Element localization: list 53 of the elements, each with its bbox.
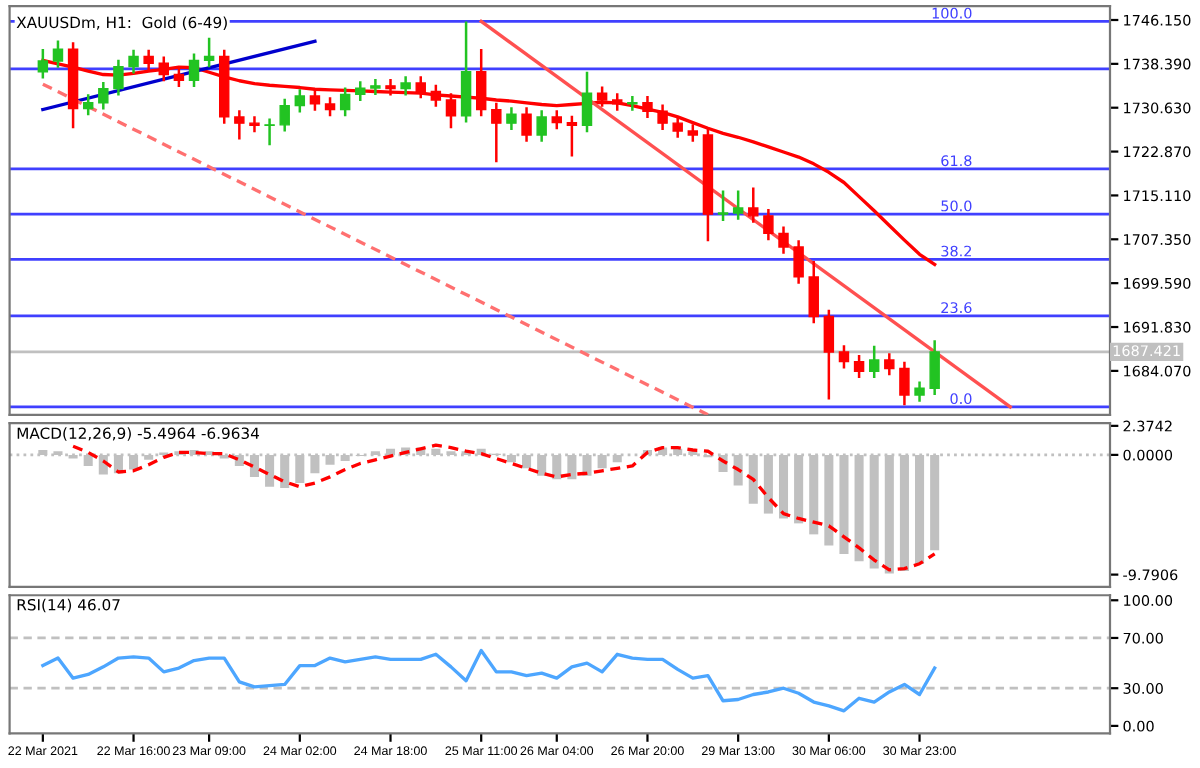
candlestick (793, 238, 804, 285)
candlestick (838, 344, 850, 370)
candlestick (460, 20, 472, 124)
candlestick (929, 338, 940, 397)
candlestick (778, 225, 789, 255)
candlestick (309, 87, 321, 112)
candlestick (521, 106, 532, 144)
candlestick (188, 52, 200, 89)
candlestick (748, 186, 759, 224)
candlestick (717, 189, 729, 223)
candlestick (672, 115, 683, 140)
candlestick (234, 108, 245, 141)
candlestick (899, 360, 910, 407)
candlestick (400, 74, 411, 97)
candlestick (506, 106, 517, 132)
candlestick (596, 85, 608, 108)
candlestick (914, 380, 925, 404)
candlestick (868, 344, 880, 380)
candlestick (98, 80, 109, 111)
candlestick (536, 108, 547, 144)
candlestick (415, 74, 426, 100)
candlestick (884, 351, 895, 377)
candlestick (430, 83, 442, 108)
candlestick (732, 189, 744, 222)
candlestick (279, 97, 290, 133)
candlestick (355, 80, 366, 103)
candlestick (642, 94, 653, 120)
line-series (41, 648, 937, 713)
candlestick (294, 87, 306, 114)
candlestick (763, 207, 774, 242)
candlestick (808, 259, 819, 325)
candlestick (823, 308, 835, 401)
candlestick (203, 36, 215, 69)
candlestick (113, 58, 124, 97)
candlestick (445, 91, 457, 130)
candlestick (52, 39, 64, 69)
candlestick (581, 70, 593, 134)
candlestick (551, 108, 563, 131)
candlestick (566, 114, 578, 158)
candlestick (853, 353, 865, 380)
candlestick (627, 94, 638, 112)
candlestick (339, 86, 351, 118)
candlestick (37, 47, 49, 80)
line-series (71, 443, 937, 572)
candlestick (370, 77, 381, 97)
candlestick (264, 117, 275, 147)
candlestick (324, 95, 336, 118)
candlestick (82, 93, 94, 117)
candlestick (491, 101, 502, 164)
candlestick (173, 66, 185, 89)
candlestick (249, 115, 260, 134)
candlestick (128, 48, 139, 75)
candlestick (657, 103, 668, 132)
